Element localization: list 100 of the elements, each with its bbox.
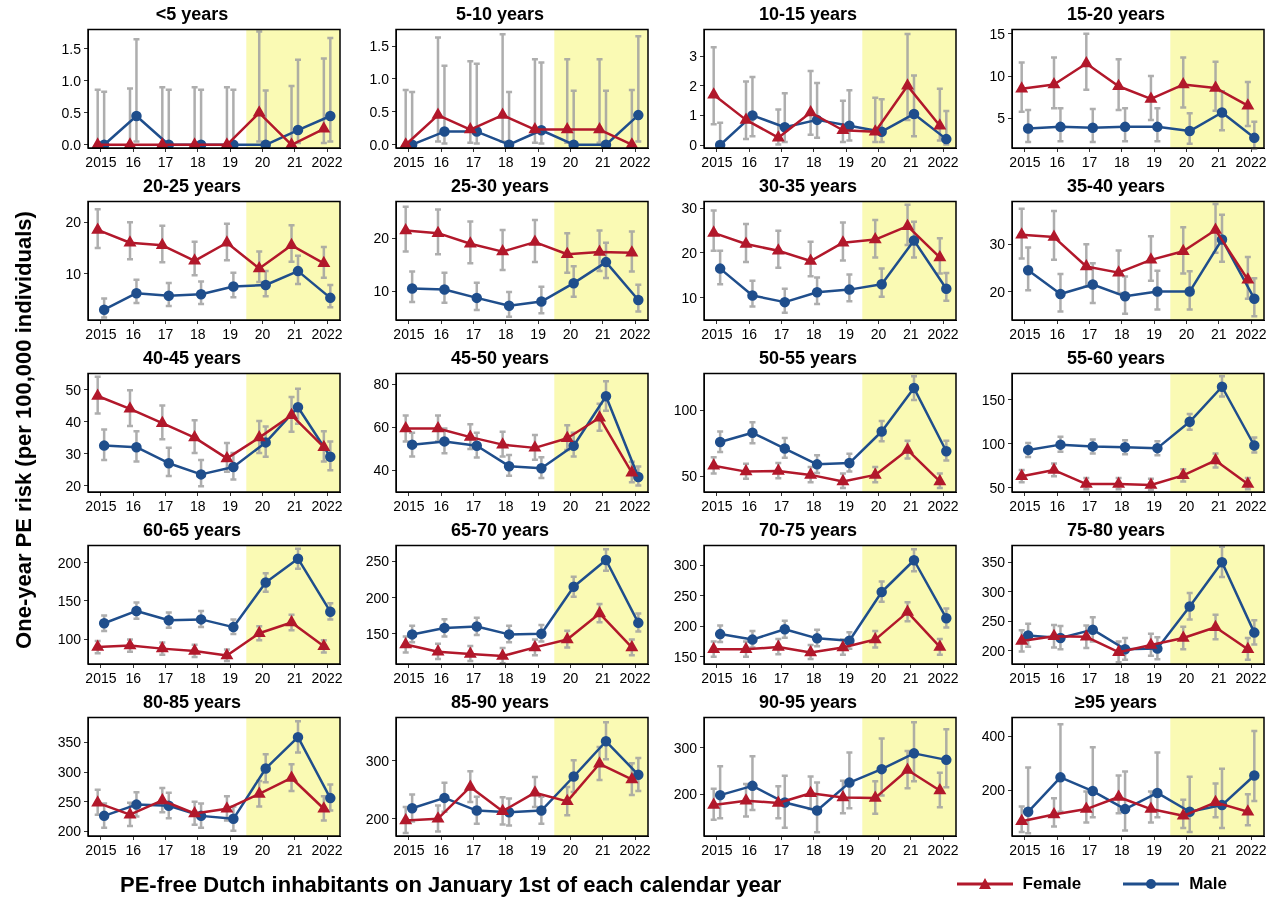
x-tick-label: 18 — [806, 326, 822, 342]
x-tick-label: 17 — [157, 670, 174, 686]
x-tick-label: 17 — [1081, 670, 1098, 686]
y-tick-label: 2 — [689, 77, 698, 94]
x-tick-label: 2015 — [393, 842, 425, 858]
x-tick-label: 20 — [562, 326, 579, 342]
x-tick-label: 16 — [433, 154, 450, 170]
x-tick-label: 19 — [222, 326, 239, 342]
x-tick-label: 17 — [773, 498, 790, 514]
x-tick-label: 20 — [562, 498, 579, 514]
y-tick-label: 3 — [689, 48, 698, 65]
x-tick-label: 20 — [254, 154, 271, 170]
chart-title: 30-35 years — [758, 175, 858, 196]
x-tick-label: 20 — [254, 670, 271, 686]
chart-title: 10-15 years — [758, 3, 858, 24]
chart-title: 90-95 years — [758, 691, 858, 712]
y-tick-label: 400 — [981, 728, 1006, 745]
y-tick-label: 0 — [689, 137, 698, 154]
x-tick-label: 20 — [870, 154, 887, 170]
x-tick-label: 21 — [594, 842, 611, 858]
x-tick-label: 19 — [1146, 842, 1163, 858]
x-tick-label: 2022 — [619, 842, 651, 858]
y-tick-label: 20 — [65, 477, 82, 494]
y-tick-label: 150 — [673, 648, 698, 665]
legend-label: Male — [1189, 874, 1227, 894]
x-tick-label: 20 — [870, 842, 887, 858]
x-tick-label: 16 — [1049, 326, 1066, 342]
x-tick-label: 21 — [1210, 842, 1227, 858]
x-tick-label: 16 — [1049, 670, 1066, 686]
y-tick-label: 10 — [65, 265, 82, 282]
x-tick-label: 21 — [1210, 154, 1227, 170]
x-tick-label: 2015 — [85, 498, 117, 514]
x-tick-label: 17 — [157, 842, 174, 858]
y-tick-label: 350 — [57, 734, 82, 751]
y-tick-label: 1.0 — [61, 72, 82, 89]
chart-title: <5 years — [155, 3, 229, 24]
x-tick-label: 2015 — [701, 326, 733, 342]
x-tick-label: 2015 — [701, 670, 733, 686]
chart-title: 75-80 years — [1066, 519, 1166, 540]
x-tick-label: 17 — [465, 154, 482, 170]
y-tick-label: 50 — [65, 381, 82, 398]
x-tick-label: 19 — [1146, 326, 1163, 342]
x-tick-label: 2015 — [85, 154, 117, 170]
x-tick-label: 2022 — [311, 670, 343, 686]
x-tick-label: 17 — [773, 326, 790, 342]
x-tick-label: 17 — [465, 498, 482, 514]
x-tick-label: 20 — [1178, 498, 1195, 514]
y-tick-label: 0.0 — [369, 136, 390, 153]
x-tick-label: 18 — [498, 842, 514, 858]
y-tick-label: 200 — [57, 823, 82, 840]
y-tick-label: 20 — [989, 283, 1006, 300]
y-tick-label: 5 — [997, 110, 1006, 127]
chart-title: 80-85 years — [142, 691, 242, 712]
chart-title: 40-45 years — [142, 347, 242, 368]
x-tick-label: 2015 — [1009, 498, 1041, 514]
x-tick-label: 17 — [1081, 326, 1098, 342]
x-tick-label: 19 — [1146, 670, 1163, 686]
y-tick-label: 10 — [681, 289, 698, 306]
y-tick-label: 150 — [981, 391, 1006, 408]
y-tick-label: 100 — [57, 631, 82, 648]
x-tick-label: 2022 — [927, 842, 959, 858]
x-tick-label: 16 — [741, 670, 758, 686]
y-tick-label: 200 — [981, 642, 1006, 659]
x-tick-label: 17 — [1081, 498, 1098, 514]
y-tick-label: 100 — [673, 402, 698, 419]
y-axis-title: One-year PE risk (per 100,000 individuals) — [11, 211, 37, 649]
y-tick-label: 1.5 — [369, 38, 390, 55]
y-tick-label: 100 — [981, 435, 1006, 452]
x-tick-label: 20 — [1178, 154, 1195, 170]
x-tick-label: 18 — [806, 498, 822, 514]
x-tick-label: 17 — [465, 326, 482, 342]
chart-title: 25-30 years — [450, 175, 550, 196]
x-tick-label: 18 — [1114, 326, 1130, 342]
x-tick-label: 20 — [562, 842, 579, 858]
x-tick-label: 19 — [222, 842, 239, 858]
y-tick-label: 0.0 — [61, 136, 82, 153]
x-tick-label: 20 — [254, 326, 271, 342]
x-tick-label: 2015 — [701, 154, 733, 170]
x-tick-label: 16 — [433, 498, 450, 514]
y-tick-label: 1.0 — [369, 70, 390, 87]
x-tick-label: 19 — [530, 670, 547, 686]
x-tick-label: 2015 — [85, 326, 117, 342]
x-tick-label: 21 — [902, 498, 919, 514]
x-tick-label: 2022 — [927, 154, 959, 170]
y-tick-label: 40 — [65, 413, 82, 430]
x-tick-label: 19 — [838, 842, 855, 858]
x-tick-label: 21 — [594, 670, 611, 686]
y-tick-label: 10 — [373, 283, 390, 300]
y-tick-label: 200 — [365, 589, 390, 606]
x-tick-label: 2022 — [1235, 670, 1267, 686]
x-tick-label: 16 — [741, 842, 758, 858]
x-tick-label: 18 — [806, 670, 822, 686]
y-tick-label: 200 — [673, 786, 698, 803]
x-tick-label: 17 — [157, 326, 174, 342]
y-tick-label: 200 — [981, 782, 1006, 799]
y-tick-label: 1.5 — [61, 40, 82, 57]
x-tick-label: 2015 — [1009, 670, 1041, 686]
x-tick-label: 16 — [125, 154, 142, 170]
x-tick-label: 2022 — [1235, 326, 1267, 342]
x-tick-label: 2015 — [393, 498, 425, 514]
